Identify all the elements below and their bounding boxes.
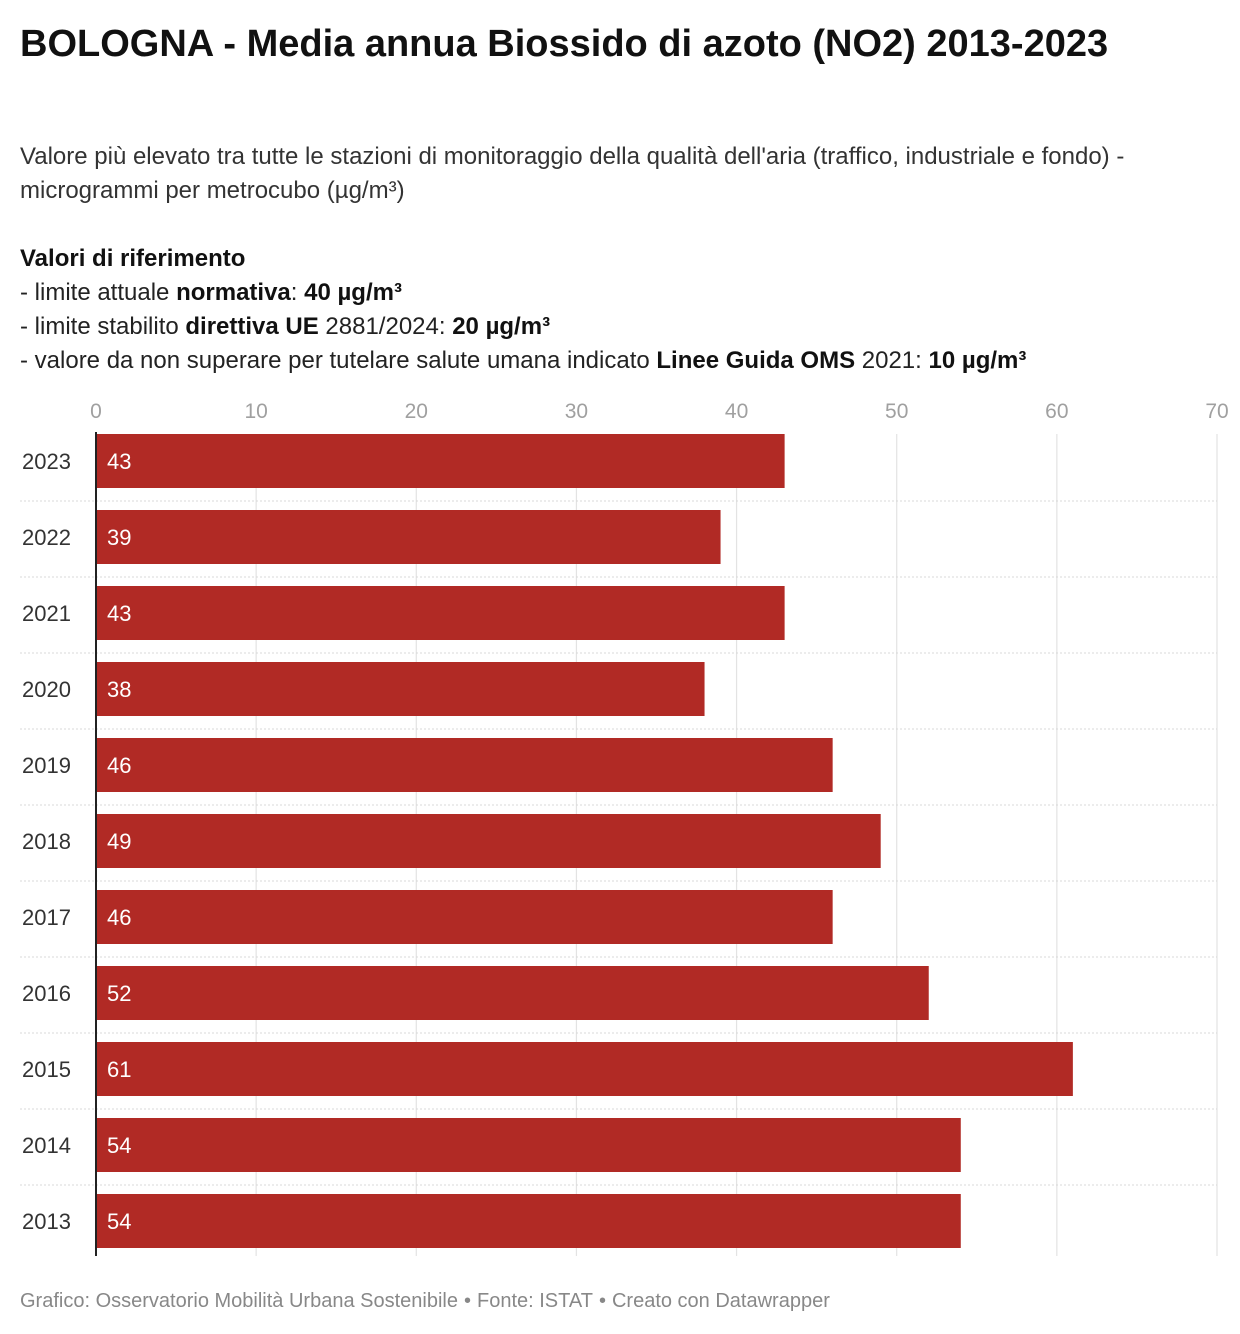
category-label: 2019 bbox=[22, 753, 71, 778]
category-label: 2016 bbox=[22, 981, 71, 1006]
note-text: : bbox=[290, 279, 305, 306]
note-text: 2881/2024: bbox=[318, 313, 453, 340]
x-tick-label: 0 bbox=[90, 400, 102, 423]
bar bbox=[97, 1194, 961, 1248]
note-line-oms: - valore da non superare per tutelare sa… bbox=[20, 344, 1220, 378]
bar bbox=[97, 966, 929, 1020]
footer-separator: • bbox=[598, 1290, 606, 1312]
data-label: 54 bbox=[107, 1133, 131, 1158]
data-label: 61 bbox=[107, 1057, 131, 1082]
x-tick-label: 50 bbox=[885, 400, 908, 423]
x-tick-label: 30 bbox=[565, 400, 588, 423]
data-label: 52 bbox=[107, 981, 131, 1006]
bar bbox=[97, 814, 881, 868]
note-value: 10 µg/m³ bbox=[928, 347, 1027, 374]
footer-tool: Creato con Datawrapper bbox=[611, 1290, 830, 1312]
data-label: 46 bbox=[107, 905, 131, 930]
note-line-direttiva: - limite stabilito direttiva UE 2881/202… bbox=[20, 310, 1220, 344]
bar bbox=[97, 434, 785, 488]
note-text: - limite attuale bbox=[20, 279, 177, 306]
note-text: - valore da non superare per tutelare sa… bbox=[20, 347, 657, 374]
notes-heading: Valori di riferimento bbox=[20, 242, 1220, 276]
reference-values-notes: Valori di riferimento - limite attuale n… bbox=[20, 242, 1220, 378]
footer-credit: Grafico: Osservatorio Mobilità Urbana So… bbox=[20, 1290, 458, 1312]
category-label: 2015 bbox=[22, 1057, 71, 1082]
note-value: 20 µg/m³ bbox=[452, 313, 551, 340]
x-tick-label: 20 bbox=[405, 400, 428, 423]
x-tick-label: 10 bbox=[244, 400, 267, 423]
category-label: 2023 bbox=[22, 449, 71, 474]
data-label: 39 bbox=[107, 525, 131, 550]
chart-title: BOLOGNA - Media annua Biossido di azoto … bbox=[20, 23, 1109, 65]
note-emphasis: direttiva UE bbox=[185, 313, 319, 340]
note-text: 2021: bbox=[855, 347, 929, 374]
category-label: 2022 bbox=[22, 525, 71, 550]
bar bbox=[97, 586, 785, 640]
data-label: 46 bbox=[107, 753, 131, 778]
note-text: - limite stabilito bbox=[20, 313, 186, 340]
bar bbox=[97, 890, 833, 944]
bar bbox=[97, 510, 721, 564]
bar bbox=[97, 1118, 961, 1172]
data-label: 43 bbox=[107, 449, 131, 474]
category-label: 2018 bbox=[22, 829, 71, 854]
data-label: 54 bbox=[107, 1209, 131, 1234]
note-line-normativa: - limite attuale normativa: 40 µg/m³ bbox=[20, 276, 1220, 310]
data-label: 43 bbox=[107, 601, 131, 626]
bar-plot: 0 10 20 30 40 50 60 70 2023 43 2022 39 2021 43 2020 38 2… bbox=[20, 400, 1229, 1256]
chart-footer: Grafico: Osservatorio Mobilità Urbana So… bbox=[20, 1288, 1220, 1314]
bar bbox=[97, 662, 705, 716]
footer-separator: • bbox=[463, 1290, 471, 1312]
category-label: 2014 bbox=[22, 1133, 71, 1158]
notes-heading-text: Valori di riferimento bbox=[20, 245, 246, 272]
note-emphasis: Linee Guida OMS bbox=[656, 347, 856, 374]
data-label: 38 bbox=[107, 677, 131, 702]
category-label: 2020 bbox=[22, 677, 71, 702]
note-emphasis: normativa bbox=[176, 279, 291, 306]
footer-source: Fonte: ISTAT bbox=[476, 1290, 593, 1312]
x-tick-label: 70 bbox=[1205, 400, 1228, 423]
bar bbox=[97, 1042, 1073, 1096]
note-value: 40 µg/m³ bbox=[304, 279, 402, 306]
x-tick-label: 60 bbox=[1045, 400, 1068, 423]
bar bbox=[97, 738, 833, 792]
x-tick-label: 40 bbox=[725, 400, 748, 423]
category-label: 2021 bbox=[22, 601, 71, 626]
category-label: 2017 bbox=[22, 905, 71, 930]
data-label: 49 bbox=[107, 829, 131, 854]
category-label: 2013 bbox=[22, 1209, 71, 1234]
chart-subtitle: Valore più elevato tra tutte le stazioni… bbox=[20, 143, 1125, 204]
